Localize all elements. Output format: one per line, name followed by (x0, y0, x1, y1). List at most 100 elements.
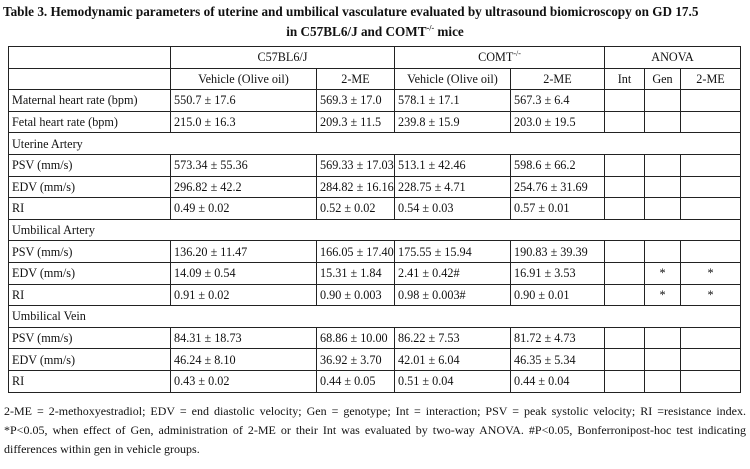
anova-cell (604, 326, 645, 350)
value-cell: 175.55 ± 15.94 (394, 240, 511, 263)
value-cell: 14.09 ± 0.54 (170, 261, 317, 285)
value-cell: 0.90 ± 0.003 (316, 283, 395, 307)
anova-cell (679, 110, 742, 134)
header-sub-cell: Vehicle (Olive oil) (170, 67, 317, 91)
section-fill (170, 132, 742, 155)
section-row: Umbilical Vein (8, 305, 742, 328)
anova-cell (644, 369, 681, 393)
table-caption: Table 3. Hemodynamic parameters of uteri… (0, 2, 750, 42)
table-row: RI 0.49 ± 0.02 0.52 ± 0.02 0.54 ± 0.03 0.57 … (8, 197, 742, 220)
value-cell: 15.31 ± 1.84 (316, 261, 395, 285)
anova-cell (679, 326, 742, 350)
header-sub-cell: 2-ME (679, 67, 742, 91)
row-label: EDV (mm/s) (8, 175, 171, 199)
anova-cell (604, 283, 645, 307)
anova-cell (644, 89, 681, 112)
table-row: Maternal heart rate (bpm) 550.7 ± 17.6 569… (8, 89, 742, 112)
value-cell: 0.54 ± 0.03 (394, 197, 511, 220)
caption-line-2-b: mice (434, 24, 464, 39)
table-row: EDV (mm/s) 14.09 ± 0.54 15.31 ± 1.84 2.41 ±… (8, 261, 742, 285)
value-cell: 513.1 ± 42.46 (394, 153, 511, 177)
header-comt-sup: -/- (513, 49, 521, 59)
caption-line-2-a: in C57BL6/J and COMT (286, 24, 427, 39)
row-label: EDV (mm/s) (8, 348, 171, 371)
anova-cell (644, 110, 681, 134)
anova-cell (679, 197, 742, 220)
header-sub-cell: 2-ME (510, 67, 605, 91)
anova-cell (604, 89, 645, 112)
row-label: PSV (mm/s) (8, 240, 171, 263)
header-anova: ANOVA (603, 46, 742, 69)
anova-cell (679, 153, 742, 177)
anova-cell (604, 348, 645, 371)
value-cell: 46.35 ± 5.34 (510, 348, 605, 371)
row-label: RI (8, 197, 171, 220)
anova-cell (644, 326, 681, 350)
anova-cell (604, 369, 645, 393)
section-label: Uterine Artery (8, 132, 171, 155)
anova-cell (604, 110, 645, 134)
value-cell: 16.91 ± 3.53 (510, 261, 605, 285)
section-row: Umbilical Artery (8, 218, 742, 242)
value-cell: 0.43 ± 0.02 (170, 369, 317, 393)
anova-cell: * (679, 261, 742, 285)
anova-cell: * (679, 283, 742, 307)
header-sub-cell: Gen (644, 67, 681, 91)
anova-cell (644, 153, 681, 177)
value-cell: 166.05 ± 17.40 (316, 240, 395, 263)
value-cell: 0.44 ± 0.05 (316, 369, 395, 393)
section-label: Umbilical Artery (8, 218, 171, 242)
value-cell: 81.72 ± 4.73 (510, 326, 605, 350)
value-cell: 68.86 ± 10.00 (316, 326, 395, 350)
table-row: PSV (mm/s) 136.20 ± 11.47 166.05 ± 17.40 17… (8, 240, 742, 263)
value-cell: 190.83 ± 39.39 (510, 240, 605, 263)
value-cell: 86.22 ± 7.53 (394, 326, 511, 350)
value-cell: 2.41 ± 0.42# (394, 261, 511, 285)
value-cell: 239.8 ± 15.9 (394, 110, 511, 134)
row-label: PSV (mm/s) (8, 153, 171, 177)
value-cell: 567.3 ± 6.4 (510, 89, 605, 112)
header-c57bl6j: C57BL6/J (170, 46, 395, 69)
value-cell: 0.44 ± 0.04 (510, 369, 605, 393)
caption-line-2: in C57BL6/J and COMT-/- mice (0, 22, 750, 42)
header-empty-cell (8, 46, 171, 69)
value-cell: 36.92 ± 3.70 (316, 348, 395, 371)
row-label: RI (8, 369, 171, 393)
row-label: Maternal heart rate (bpm) (8, 89, 171, 112)
table-row: RI 0.43 ± 0.02 0.44 ± 0.05 0.51 ± 0.04 0.44 … (8, 369, 742, 393)
value-cell: 254.76 ± 31.69 (510, 175, 605, 199)
anova-cell (679, 175, 742, 199)
section-fill (170, 218, 742, 242)
anova-cell (604, 261, 645, 285)
row-label: Fetal heart rate (bpm) (8, 110, 171, 134)
value-cell: 203.0 ± 19.5 (510, 110, 605, 134)
section-label: Umbilical Vein (8, 305, 171, 328)
value-cell: 0.90 ± 0.01 (510, 283, 605, 307)
value-cell: 228.75 ± 4.71 (394, 175, 511, 199)
header-sub-cell: Int (604, 67, 645, 91)
header-comt-text: COMT (478, 50, 514, 65)
header-row-groups: C57BL6/J COMT-/- ANOVA (8, 46, 742, 69)
anova-cell (604, 153, 645, 177)
anova-cell (604, 197, 645, 220)
header-empty-cell (8, 67, 171, 91)
anova-cell (644, 197, 681, 220)
table-row: EDV (mm/s) 296.82 ± 42.2 284.82 ± 16.16 228… (8, 175, 742, 199)
caption-line-2-sup: -/- (426, 23, 435, 33)
anova-cell (679, 240, 742, 263)
anova-cell (644, 175, 681, 199)
anova-cell (604, 240, 645, 263)
value-cell: 46.24 ± 8.10 (170, 348, 317, 371)
anova-cell (679, 369, 742, 393)
anova-cell (644, 240, 681, 263)
value-cell: 209.3 ± 11.5 (316, 110, 395, 134)
header-sub-cell: 2-ME (316, 67, 395, 91)
value-cell: 578.1 ± 17.1 (394, 89, 511, 112)
section-row: Uterine Artery (8, 132, 742, 155)
section-fill (170, 305, 742, 328)
value-cell: 573.34 ± 55.36 (170, 153, 317, 177)
anova-cell (604, 175, 645, 199)
row-label: RI (8, 283, 171, 307)
anova-cell: * (644, 283, 681, 307)
